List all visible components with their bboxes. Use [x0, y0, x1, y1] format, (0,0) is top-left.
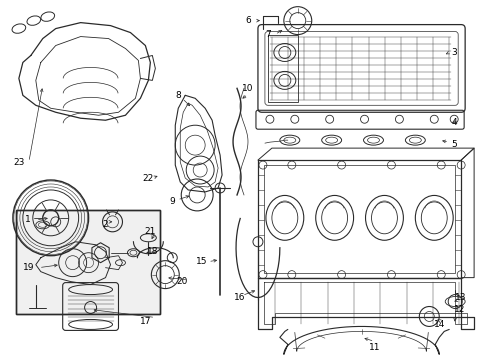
Bar [264, 165, 454, 273]
Text: 8: 8 [175, 91, 181, 100]
Text: 13: 13 [454, 293, 466, 302]
Text: 17: 17 [140, 317, 151, 326]
Text: 3: 3 [450, 48, 456, 57]
Text: 22: 22 [142, 174, 154, 183]
Text: 16: 16 [234, 293, 245, 302]
Bar [267, 35, 297, 102]
Text: 14: 14 [433, 320, 444, 329]
Text: 12: 12 [452, 305, 464, 314]
Text: 15: 15 [196, 257, 207, 266]
Text: 20: 20 [176, 277, 187, 286]
Text: 7: 7 [264, 30, 270, 39]
Text: 2: 2 [102, 220, 108, 229]
Text: 23: 23 [13, 158, 24, 167]
Text: 1: 1 [25, 215, 31, 224]
Text: 10: 10 [242, 84, 253, 93]
Text: 6: 6 [244, 16, 250, 25]
Text: 11: 11 [368, 343, 380, 352]
Bar [16, 210, 160, 315]
Text: 5: 5 [450, 140, 456, 149]
Text: 18: 18 [146, 247, 158, 256]
Text: 9: 9 [169, 197, 175, 206]
Text: 19: 19 [23, 263, 35, 272]
Bar [16, 210, 160, 315]
Text: 4: 4 [450, 118, 456, 127]
Text: 21: 21 [144, 227, 156, 236]
